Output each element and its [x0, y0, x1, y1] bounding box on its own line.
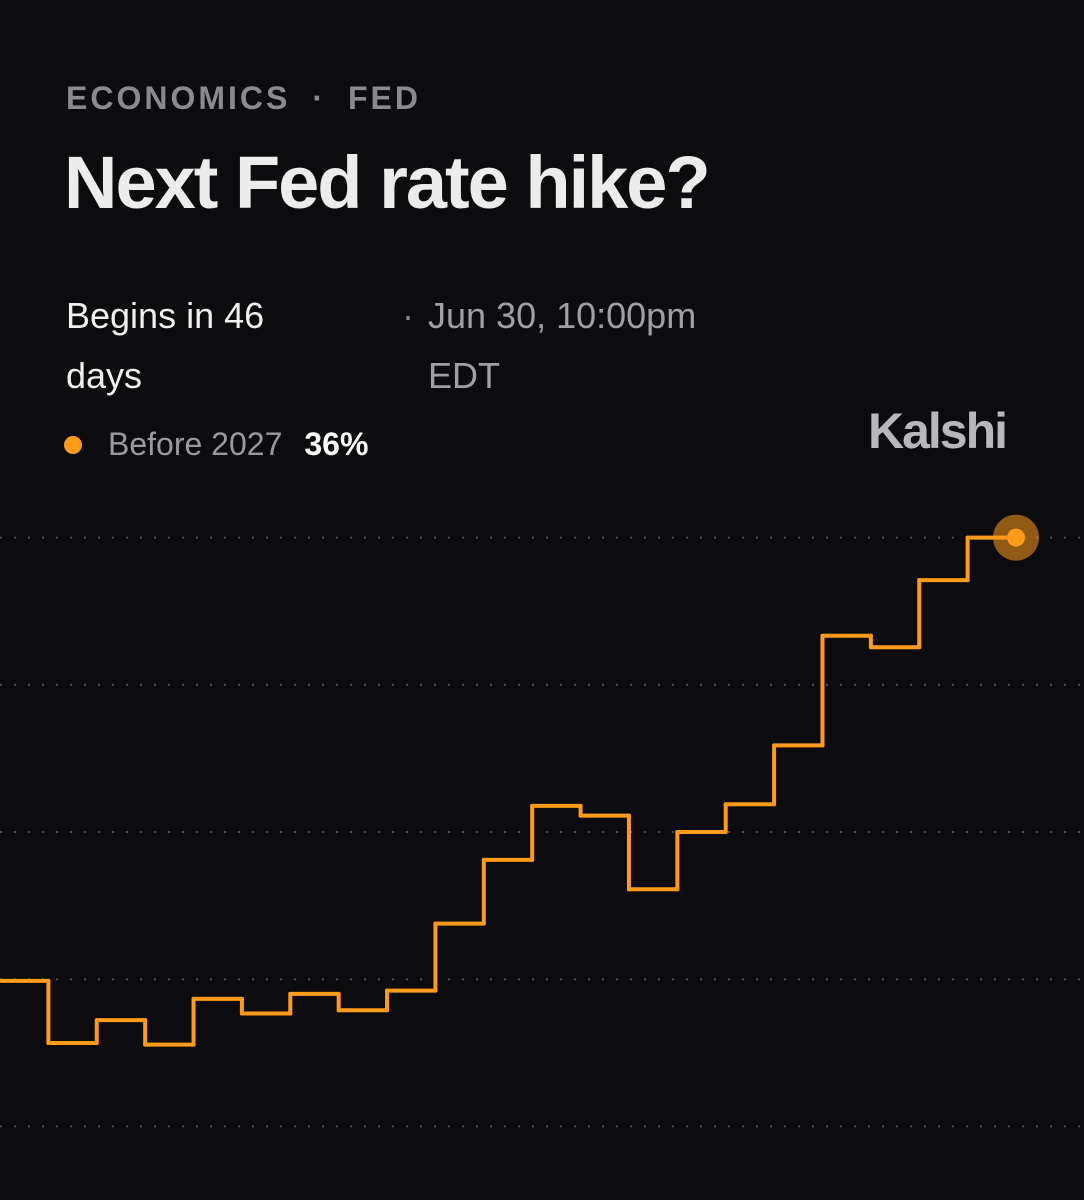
- legend-swatch: [64, 435, 82, 454]
- end-dot: [1007, 528, 1025, 547]
- legend-label: Before 2027: [108, 426, 283, 462]
- subcategory: FED: [348, 80, 421, 116]
- begins: Begins in 46 days: [66, 295, 265, 396]
- category: ECONOMICS: [66, 80, 291, 116]
- legend: Before 2027 36%: [64, 426, 368, 463]
- title: Next Fed rate hike?: [64, 141, 711, 224]
- date-sep: ·: [402, 295, 414, 336]
- date: Jun 30, 10:00pm EDT: [428, 295, 697, 396]
- breadcrumb: ECONOMICS · FED: [66, 80, 421, 117]
- brand: Kalshi: [868, 403, 1008, 459]
- separator: ·: [312, 80, 326, 116]
- legend-value: 36%: [304, 426, 369, 462]
